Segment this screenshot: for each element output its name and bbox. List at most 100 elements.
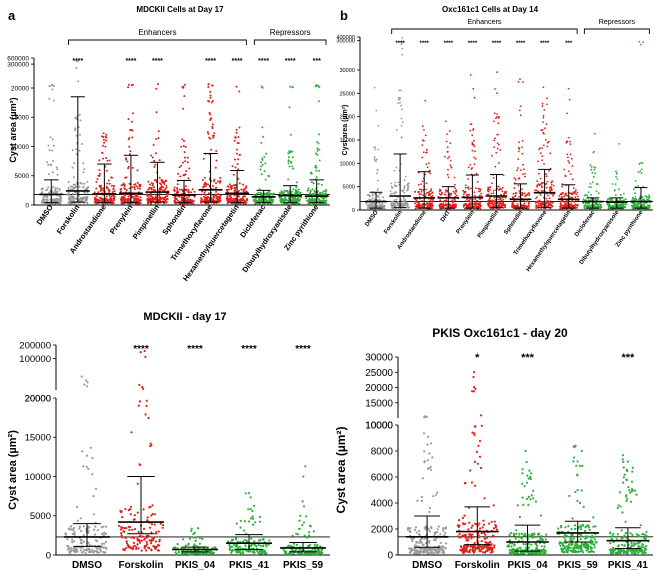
data-point <box>191 188 194 191</box>
data-point <box>425 188 427 191</box>
data-point <box>538 172 540 175</box>
data-point <box>537 183 540 186</box>
data-point <box>454 187 457 190</box>
data-point <box>166 195 168 198</box>
data-point <box>47 163 50 166</box>
data-point <box>489 186 492 189</box>
data-point <box>98 551 101 554</box>
data-point <box>427 435 430 438</box>
data-point <box>235 148 238 151</box>
data-point <box>153 523 156 526</box>
data-point <box>215 159 218 162</box>
data-point <box>153 166 156 168</box>
data-point <box>270 192 273 195</box>
data-point <box>646 204 649 207</box>
data-point <box>165 179 168 182</box>
data-point <box>151 536 154 539</box>
data-point <box>497 122 500 125</box>
data-point <box>569 140 571 143</box>
data-point <box>309 525 312 528</box>
data-point <box>86 180 89 183</box>
y-tick-label: 2000 <box>371 525 394 536</box>
data-point <box>528 205 530 208</box>
data-point <box>127 165 130 168</box>
data-point <box>60 199 63 202</box>
data-point <box>608 203 611 206</box>
data-point <box>390 192 392 195</box>
y-tick-label: 200000 <box>19 340 51 351</box>
data-point <box>486 193 489 196</box>
data-point <box>373 158 376 161</box>
data-point <box>576 204 579 206</box>
data-point <box>403 197 405 200</box>
data-point <box>423 129 425 131</box>
data-point <box>498 205 501 208</box>
data-point <box>292 167 295 170</box>
data-point <box>162 524 165 527</box>
data-point <box>521 194 524 197</box>
data-point <box>489 205 492 207</box>
data-point <box>582 198 585 201</box>
data-point <box>194 539 197 543</box>
data-point <box>491 154 493 157</box>
data-point <box>368 202 371 205</box>
data-point <box>539 152 542 155</box>
data-point <box>474 150 476 153</box>
data-point <box>422 151 425 154</box>
data-point <box>119 528 122 531</box>
data-point <box>635 198 637 200</box>
data-point <box>318 169 321 172</box>
y-tick-label: 600000 <box>7 55 29 62</box>
data-point <box>151 512 154 516</box>
data-point <box>128 197 130 200</box>
data-point <box>518 109 521 112</box>
data-point <box>47 144 50 147</box>
data-point <box>137 547 140 550</box>
data-point <box>71 186 74 189</box>
y-tick-label: 400000 <box>336 35 355 41</box>
data-point <box>524 204 527 207</box>
data-point <box>82 540 85 543</box>
data-point <box>400 124 403 127</box>
data-point <box>176 183 179 186</box>
significance-marker: **** <box>241 344 257 355</box>
data-point <box>541 105 544 107</box>
data-point <box>623 192 625 195</box>
data-point <box>110 184 113 187</box>
group-label: Repressors <box>270 28 311 37</box>
data-point <box>494 137 496 140</box>
data-point <box>96 198 99 201</box>
data-point <box>615 172 618 175</box>
data-point <box>123 526 126 530</box>
data-point <box>568 98 571 101</box>
y-tick-label: 20000 <box>339 115 355 121</box>
data-point <box>402 189 405 192</box>
data-point <box>475 172 478 175</box>
data-point <box>400 117 403 120</box>
data-point <box>71 538 74 541</box>
panel-d-ylabel: Cyst area (µm²) <box>334 427 348 514</box>
data-point <box>145 536 149 539</box>
category-label: DMSO <box>35 203 55 227</box>
data-point <box>493 196 496 199</box>
data-point <box>287 199 290 202</box>
data-point <box>74 129 77 132</box>
data-point <box>162 181 165 184</box>
data-point <box>146 519 149 522</box>
data-point <box>73 546 76 549</box>
data-point <box>101 151 104 154</box>
panel-a-chart: a MDCKII Cells at Day 17 Cyst area (µm²)… <box>7 5 330 283</box>
data-point <box>316 550 319 553</box>
data-point <box>165 184 168 187</box>
data-point <box>123 198 126 201</box>
data-point <box>255 544 258 548</box>
data-point <box>590 169 593 171</box>
data-point <box>45 189 47 192</box>
category-0-points <box>64 375 108 555</box>
data-point <box>611 183 614 185</box>
data-point <box>634 196 637 198</box>
data-point <box>207 192 210 195</box>
data-point <box>234 136 237 139</box>
data-point <box>213 132 216 135</box>
data-point <box>66 544 69 548</box>
